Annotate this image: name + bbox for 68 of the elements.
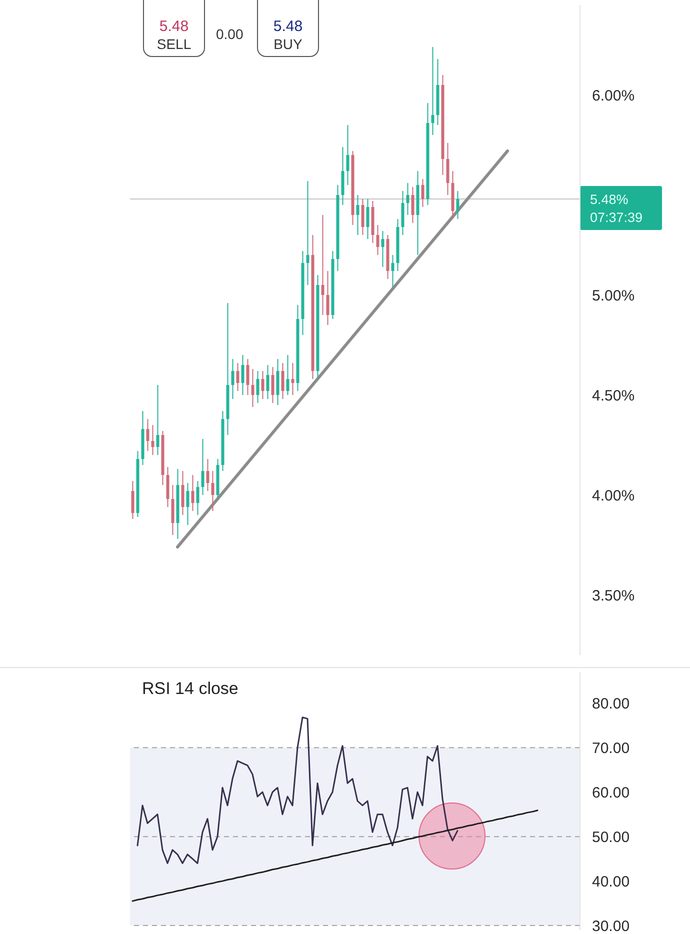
candlestick: [146, 418, 150, 452]
candlestick: [306, 180, 310, 286]
y-tick-label: 4.50%: [592, 387, 635, 404]
candlestick: [166, 466, 170, 508]
annotation: 5.48: [159, 18, 189, 35]
candlestick: [266, 364, 270, 400]
candlestick: [231, 358, 234, 400]
candlestick: [346, 124, 350, 186]
y-tick-label: 80.00: [592, 695, 630, 712]
candlestick: [401, 190, 404, 236]
ref-line-label: 5.48%: [590, 192, 628, 207]
y-tick-label: 5.00%: [592, 287, 635, 304]
candlestick: [236, 362, 240, 392]
y-tick-label: 30.00: [592, 918, 630, 934]
candlestick: [366, 198, 370, 240]
y-tick-label: 3.50%: [592, 587, 635, 604]
candlestick: [381, 230, 384, 268]
candlestick: [171, 484, 174, 536]
y-tick-label: 6.00%: [592, 87, 635, 104]
candlestick: [286, 354, 290, 396]
candlestick: [256, 370, 260, 404]
candlestick: [406, 182, 410, 216]
annotation: 0.00: [216, 26, 244, 42]
candlestick: [251, 368, 254, 408]
annotation: SELL: [156, 36, 192, 52]
candlestick: [131, 480, 134, 520]
y-tick-label: 40.00: [592, 873, 630, 890]
candlestick: [291, 362, 294, 396]
candlestick: [246, 358, 250, 396]
text: 07:37:39: [590, 210, 643, 225]
candlestick: [181, 470, 184, 516]
candlestick: [456, 190, 460, 220]
candlestick: [151, 424, 154, 456]
candlestick: [281, 362, 284, 400]
y-tick-label: 60.00: [592, 784, 630, 802]
annotation: 5.48: [273, 18, 303, 35]
candlestick: [356, 194, 360, 236]
candlestick: [321, 214, 324, 316]
candlestick: [241, 354, 244, 396]
line-series: [136, 716, 458, 864]
candlestick: [186, 482, 190, 526]
buy-button: 5.48 BUY: [257, 0, 319, 57]
candlestick: [211, 470, 214, 512]
candlestick: [156, 384, 160, 456]
candlestick: [326, 270, 330, 326]
line-series: [176, 150, 509, 548]
candlestick: [206, 458, 210, 492]
candlestick: [446, 142, 450, 196]
chart-title: RSI 14 close: [142, 679, 238, 698]
candlestick: [376, 224, 380, 256]
candlestick: [261, 370, 264, 400]
candlestick: [411, 186, 414, 224]
y-tick-label: 4.00%: [592, 487, 635, 504]
candlestick: [361, 198, 364, 236]
y-tick-label: 70.00: [592, 740, 630, 757]
candlestick: [391, 254, 394, 288]
line-series: [132, 810, 538, 902]
annotation: BUY: [274, 36, 302, 52]
candlestick: [201, 438, 204, 496]
y-tick-label: 50.00: [592, 828, 630, 846]
candlestick: [341, 146, 344, 206]
candlestick: [196, 480, 200, 516]
candlestick: [421, 178, 424, 208]
candlestick: [271, 366, 274, 404]
sell-button: 5.48 SELL: [143, 0, 205, 57]
candlestick: [276, 358, 280, 406]
candlestick: [191, 474, 194, 512]
candlestick: [431, 46, 434, 136]
